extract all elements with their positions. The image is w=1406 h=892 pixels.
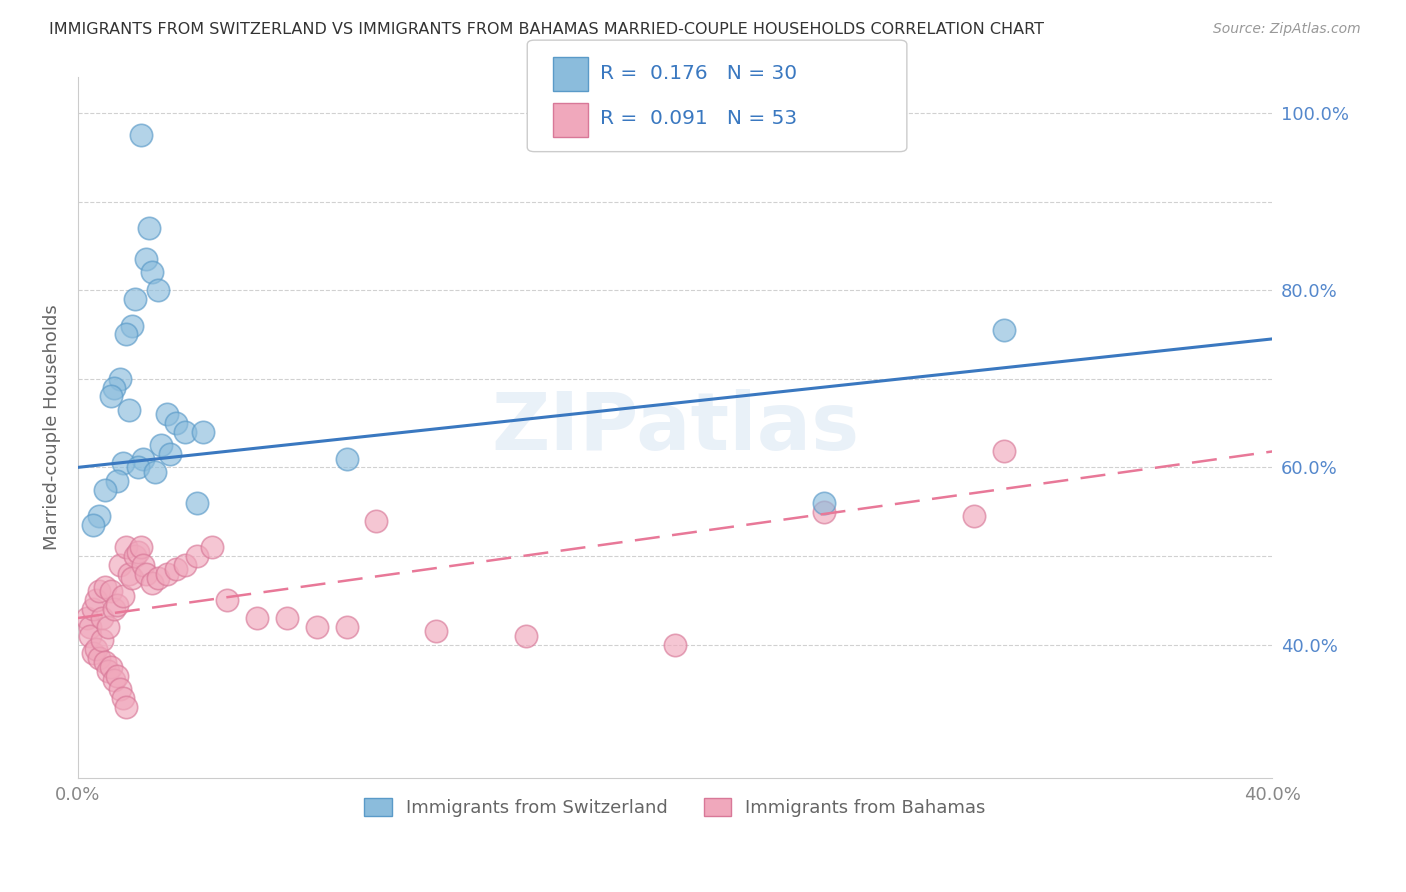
Point (366, 514, 388, 528)
Point (145, 465, 167, 479)
Point (103, 673, 125, 687)
Point (129, 128, 152, 142)
Point (156, 566, 179, 581)
Text: IMMIGRANTS FROM SWITZERLAND VS IMMIGRANTS FROM BAHAMAS MARRIED-COUPLE HOUSEHOLDS: IMMIGRANTS FROM SWITZERLAND VS IMMIGRANT… (49, 22, 1045, 37)
Point (664, 638, 686, 652)
Point (127, 460, 149, 475)
Point (515, 629, 537, 643)
Point (93, 580, 115, 594)
Point (105, 474, 128, 488)
Point (103, 602, 125, 616)
Point (165, 562, 187, 576)
Point (186, 549, 208, 563)
Text: R =  0.176   N = 30: R = 0.176 N = 30 (600, 64, 797, 83)
Point (117, 566, 139, 581)
Point (124, 549, 146, 563)
Point (117, 402, 139, 417)
Point (84, 593, 107, 607)
Point (114, 327, 136, 342)
Point (174, 558, 197, 572)
Point (79, 620, 101, 634)
Point (124, 292, 146, 306)
Point (87, 509, 110, 524)
Point (336, 451, 359, 466)
Point (105, 668, 128, 682)
Point (111, 456, 134, 470)
Point (121, 318, 143, 333)
Point (87, 651, 110, 665)
Point (87, 584, 110, 599)
Point (135, 566, 157, 581)
Point (103, 381, 125, 395)
Point (100, 660, 122, 674)
Point (100, 389, 122, 403)
Legend: Immigrants from Switzerland, Immigrants from Bahamas: Immigrants from Switzerland, Immigrants … (357, 790, 993, 824)
Point (84, 642, 107, 657)
Y-axis label: Married-couple Households: Married-couple Households (44, 305, 60, 550)
Point (93, 483, 115, 497)
Point (127, 544, 149, 558)
Point (148, 283, 170, 297)
Point (993, 444, 1015, 458)
Point (93, 656, 115, 670)
Point (174, 425, 197, 439)
Point (132, 558, 155, 572)
Point (148, 571, 170, 585)
Point (82, 602, 104, 616)
Point (100, 584, 122, 599)
Text: Source: ZipAtlas.com: Source: ZipAtlas.com (1213, 22, 1361, 37)
Point (246, 611, 269, 625)
Point (108, 558, 131, 572)
Point (813, 505, 835, 519)
Point (217, 593, 239, 607)
Text: ZIPatlas: ZIPatlas (491, 389, 859, 467)
Point (90, 611, 112, 625)
Point (141, 575, 163, 590)
Point (114, 540, 136, 554)
Text: R =  0.091   N = 53: R = 0.091 N = 53 (600, 109, 797, 128)
Point (79, 629, 101, 643)
Point (141, 265, 163, 279)
Point (82, 647, 104, 661)
Point (111, 589, 134, 603)
Point (132, 451, 155, 466)
Point (108, 372, 131, 386)
Point (305, 620, 328, 634)
Point (186, 496, 208, 510)
Point (138, 221, 160, 235)
Point (276, 611, 298, 625)
Point (105, 598, 128, 612)
Point (135, 252, 157, 266)
Point (159, 447, 181, 461)
Point (82, 518, 104, 533)
Point (813, 496, 835, 510)
Point (150, 438, 173, 452)
Point (111, 690, 134, 705)
Point (97, 664, 120, 678)
Point (201, 540, 224, 554)
Point (993, 323, 1015, 337)
Point (76, 611, 98, 625)
Point (129, 540, 152, 554)
Point (963, 509, 986, 524)
Point (108, 681, 131, 696)
Point (97, 620, 120, 634)
Point (114, 699, 136, 714)
Point (425, 624, 447, 639)
Point (336, 620, 359, 634)
Point (193, 425, 215, 439)
Point (121, 571, 143, 585)
Point (165, 416, 187, 430)
Point (90, 633, 112, 648)
Point (156, 407, 179, 421)
